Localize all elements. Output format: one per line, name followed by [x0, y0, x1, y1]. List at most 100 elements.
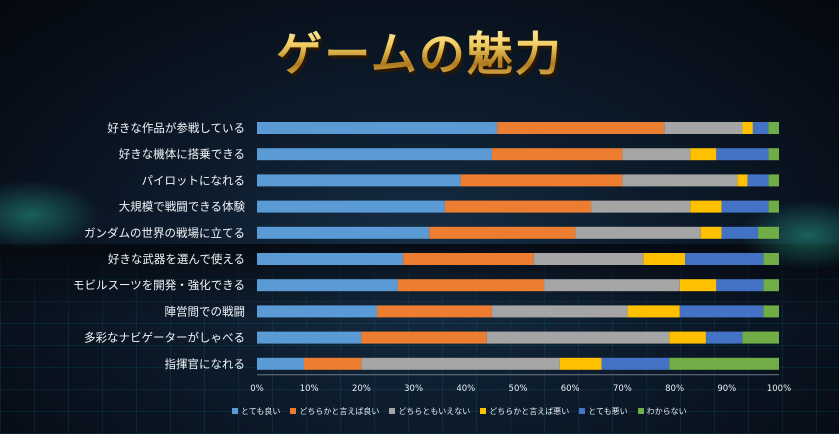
- category-label: 好きな機体に搭乗できる: [119, 147, 245, 161]
- x-tick-label: 80%: [665, 384, 684, 394]
- bar-segment: [763, 305, 779, 318]
- bar-segment: [257, 174, 461, 187]
- bar-segment: [257, 148, 492, 161]
- bar-segment: [716, 279, 764, 292]
- bar-segment: [403, 253, 534, 265]
- bar-segment: [622, 174, 738, 187]
- x-tick-label: 20%: [352, 384, 371, 394]
- legend-label: とても悪い: [588, 406, 628, 416]
- bar-segment: [575, 226, 701, 239]
- bar-segment: [486, 331, 670, 344]
- chart-legend: とても良い どちらかと言えば良い どちらともいえない どちらかと言えば悪い とても悪い わ…: [232, 404, 687, 418]
- bar-segment: [742, 122, 753, 134]
- bar-segment: [361, 331, 487, 344]
- bar-segment: [460, 174, 623, 187]
- x-tick-label: 10%: [300, 384, 319, 394]
- x-tick-label: 70%: [613, 384, 632, 394]
- bar-segment: [491, 148, 623, 161]
- bar-segment: [742, 331, 779, 344]
- bar-segment: [257, 122, 498, 134]
- x-tick-label: 100%: [767, 384, 791, 394]
- bar-segment: [601, 357, 670, 370]
- bar-segment: [643, 253, 686, 265]
- bar-segment: [679, 279, 717, 292]
- legend-label: どちらともいえない: [398, 406, 471, 416]
- bar-segment: [257, 279, 398, 292]
- category-label: 指揮官になれる: [165, 357, 246, 371]
- bar-segment: [747, 174, 769, 187]
- bar-segment: [491, 305, 628, 318]
- bar-segment: [752, 122, 769, 134]
- category-label: 大規模で戦闘できる体験: [119, 200, 246, 214]
- bar-segment: [257, 200, 445, 213]
- legend-label: わからない: [646, 406, 687, 416]
- legend-item: どちらかと言えば悪い: [480, 406, 569, 417]
- category-label: 好きな武器を選んで使える: [108, 252, 245, 266]
- category-label: 多彩なナビゲーターがしゃべる: [84, 331, 245, 345]
- legend-item: どちらともいえない: [389, 406, 470, 417]
- bar-segment: [669, 331, 706, 344]
- bar-segment: [690, 200, 722, 213]
- bar-segment: [690, 148, 717, 161]
- legend-item: どちらかと言えば良い: [290, 406, 379, 417]
- category-label: 陣営間での戦闘: [165, 304, 246, 318]
- bar-segment: [685, 253, 764, 265]
- bar-segment: [257, 357, 304, 370]
- bar-segment: [257, 253, 404, 265]
- bar-segment: [377, 305, 492, 318]
- x-tick-label: 0%: [250, 384, 264, 394]
- bar-segment: [533, 253, 644, 265]
- bar-segment: [768, 122, 779, 134]
- bar-segment: [768, 174, 779, 187]
- bar-segment: [361, 357, 560, 370]
- bar-segment: [591, 200, 691, 213]
- bar-segment: [763, 279, 779, 292]
- bar-segment: [679, 305, 764, 318]
- bar-segment: [721, 226, 759, 239]
- background-glow-left: [0, 180, 100, 250]
- bar-segment: [559, 357, 602, 370]
- legend-label: とても良い: [241, 406, 281, 416]
- bar-segment: [497, 122, 665, 134]
- x-tick-label: 30%: [404, 384, 423, 394]
- legend-swatch: [232, 408, 238, 414]
- legend-label: どちらかと言えば良い: [299, 406, 380, 416]
- bar-segment: [705, 331, 743, 344]
- bar-segment: [544, 279, 680, 292]
- bar-segment: [664, 122, 743, 134]
- bar-segment: [763, 253, 779, 265]
- category-label: ガンダムの世界の戦場に立てる: [84, 226, 245, 240]
- bar-segment: [716, 148, 769, 161]
- page-title: ゲームの魅力: [0, 18, 839, 84]
- bar-segment: [257, 331, 362, 344]
- x-tick-label: 40%: [456, 384, 475, 394]
- legend-item: わからない: [637, 406, 687, 417]
- bar-segment: [737, 174, 748, 187]
- legend-swatch: [389, 408, 396, 414]
- bar-segment: [700, 226, 722, 239]
- legend-swatch: [290, 408, 297, 414]
- bar-segment: [768, 200, 779, 213]
- bar-segment: [627, 305, 680, 318]
- bar-segment: [303, 357, 362, 370]
- x-tick-label: 60%: [561, 384, 580, 394]
- category-label: 好きな作品が参戦している: [107, 121, 245, 135]
- category-label: モビルスーツを開発・強化できる: [73, 278, 245, 292]
- bar-segment: [397, 279, 545, 292]
- x-tick-label: 50%: [509, 384, 528, 394]
- bar-segment: [257, 226, 430, 239]
- bar-segment: [758, 226, 779, 239]
- bar-segment: [444, 200, 592, 213]
- bar-segment: [721, 200, 769, 213]
- legend-swatch: [579, 408, 586, 414]
- legend-label: どちらかと言えば悪い: [489, 406, 570, 416]
- bar-segment: [669, 357, 779, 370]
- bar-segment: [768, 148, 779, 161]
- legend-item: とても良い: [232, 406, 280, 417]
- category-label: パイロットになれる: [142, 173, 246, 187]
- bar-segment: [429, 226, 576, 239]
- bar-segment: [622, 148, 691, 161]
- legend-swatch: [480, 408, 487, 414]
- legend-item: とても悪い: [579, 406, 628, 417]
